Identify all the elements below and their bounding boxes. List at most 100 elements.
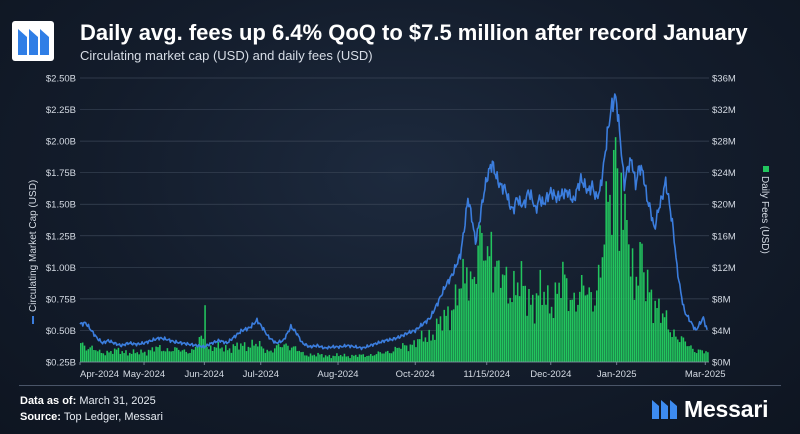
fee-bar — [665, 310, 668, 362]
fee-bar — [586, 294, 589, 362]
fee-bar — [287, 345, 289, 362]
fee-bar — [249, 347, 252, 362]
fee-bar — [516, 282, 519, 362]
fee-bar — [172, 351, 174, 362]
fee-bar — [633, 299, 636, 362]
fee-bar — [422, 341, 425, 362]
fee-bar — [464, 283, 466, 362]
y-left-tick-label: $0.25B — [46, 358, 76, 369]
fee-bar — [123, 353, 125, 362]
fee-bar — [319, 354, 321, 362]
fee-bar — [545, 304, 547, 362]
messari-brand-icon — [652, 400, 677, 419]
fee-bar — [134, 353, 137, 362]
fee-bar — [260, 346, 263, 362]
fee-bar — [100, 352, 103, 362]
fee-bar — [162, 350, 165, 362]
fee-bar — [499, 287, 502, 362]
y-left-tick-label: $1.25B — [46, 231, 76, 242]
fee-bar — [513, 270, 515, 362]
fee-bar — [590, 292, 592, 362]
fee-bar — [601, 257, 604, 362]
fee-bar — [605, 181, 607, 362]
fee-bar — [667, 329, 670, 362]
fee-bar — [121, 351, 123, 362]
fee-bar — [415, 347, 417, 362]
fee-bar — [562, 261, 564, 362]
fee-bar — [663, 317, 666, 362]
fee-bar — [128, 352, 131, 362]
y-right-tick-label: $8M — [712, 294, 731, 305]
chart-subtitle: Circulating market cap (USD) and daily f… — [80, 48, 373, 63]
fee-bar — [552, 318, 555, 362]
x-tick-label: Mar-2025 — [685, 369, 726, 380]
fee-bar — [697, 349, 700, 362]
fee-bar — [273, 348, 276, 362]
fee-bar — [454, 284, 457, 362]
fee-bar — [375, 354, 378, 362]
fee-bar — [159, 345, 161, 362]
fee-bar — [296, 351, 299, 362]
fee-bar — [582, 285, 585, 362]
fee-bar — [658, 298, 660, 362]
fee-bar — [635, 276, 638, 362]
fee-bar — [509, 297, 511, 362]
fee-bar — [360, 354, 363, 362]
fee-bar — [547, 285, 549, 362]
fee-bar — [398, 347, 400, 362]
fee-bar — [467, 300, 470, 362]
y-left-tick-label: $1.50B — [46, 200, 76, 211]
fee-bar — [496, 260, 498, 362]
fee-bar — [652, 323, 655, 362]
x-tick-label: Oct-2024 — [396, 369, 435, 380]
fee-bar — [669, 332, 671, 362]
fee-bar — [294, 346, 297, 362]
fee-bar — [405, 345, 408, 362]
fee-bar — [594, 305, 596, 362]
y-right-tick-label: $4M — [712, 326, 731, 337]
fee-bar — [209, 345, 212, 362]
source-label: Source: — [20, 411, 61, 423]
fee-bar — [234, 346, 236, 362]
y-right-axis-title: Daily Fees (USD) — [759, 166, 770, 254]
fee-bar — [503, 275, 506, 362]
fee-bar — [554, 282, 557, 362]
fee-bar — [646, 269, 649, 362]
y-left-axis-title: Circulating Market Cap (USD) — [28, 180, 39, 324]
fee-bar — [592, 311, 594, 362]
fee-bar — [341, 356, 344, 362]
fee-bar — [217, 341, 220, 362]
fee-bar — [541, 304, 543, 362]
fee-bar — [347, 356, 349, 362]
fee-bar — [430, 340, 432, 362]
data-as-of-value: March 31, 2025 — [79, 395, 156, 407]
fee-bar — [160, 351, 163, 362]
fee-bar — [243, 342, 246, 362]
fee-bar — [550, 306, 553, 362]
fee-bar — [443, 309, 446, 362]
fee-bar — [449, 330, 451, 362]
fee-bar — [194, 346, 197, 362]
fee-bar — [385, 351, 387, 362]
fee-bar — [458, 288, 461, 362]
fee-bar — [705, 351, 707, 362]
fee-bar — [567, 311, 570, 362]
fee-bar — [177, 349, 180, 362]
fee-bar — [682, 337, 685, 362]
fee-bar — [588, 287, 591, 362]
fee-bar — [279, 347, 282, 362]
fee-bar — [153, 351, 155, 362]
fee-bar — [466, 267, 468, 362]
fee-bar — [349, 358, 351, 362]
fee-bar — [95, 350, 97, 362]
fee-bar — [174, 347, 176, 362]
fee-bar — [392, 351, 395, 362]
fee-bar — [262, 348, 265, 362]
fee-bar — [439, 316, 442, 362]
fee-bar — [268, 351, 270, 362]
fee-bar — [183, 349, 186, 362]
fee-bar — [526, 315, 528, 362]
fee-bar — [104, 355, 107, 362]
fee-bar — [498, 260, 500, 362]
fee-bar — [400, 348, 402, 362]
